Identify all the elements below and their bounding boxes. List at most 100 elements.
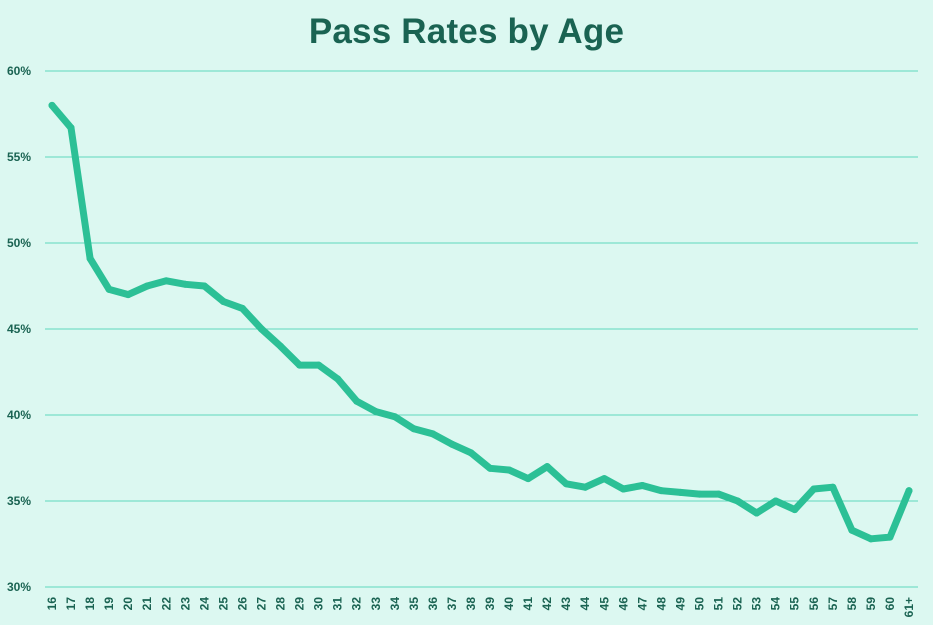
x-tick-label: 51 [712,597,726,611]
data-point [886,533,894,541]
data-point [429,430,437,438]
data-point [581,483,589,491]
data-point [86,254,94,262]
data-point [296,361,304,369]
data-point [848,526,856,534]
grid-lines [45,70,918,588]
x-tick-label: 60 [883,597,897,611]
x-tick-label: 37 [445,597,459,611]
x-tick-label: 58 [845,597,859,611]
data-point [219,297,227,305]
data-point [791,506,799,514]
x-tick-label: 42 [540,597,554,611]
data-point [315,361,323,369]
x-tick-label: 16 [45,597,59,611]
x-tick-label: 22 [159,597,173,611]
data-point [162,277,170,285]
x-tick-label: 59 [864,597,878,611]
data-point [505,466,513,474]
data-point [543,463,551,471]
data-point [448,440,456,448]
x-tick-label: 25 [216,597,230,611]
chart-title: Pass Rates by Age [308,12,625,51]
data-point [143,282,151,290]
x-tick-label: 40 [502,597,516,611]
x-axis-ticks: 16 17 18 19 20 21 22 23 24 25 26 27 28 29 30 31 32 33 34 35… [45,597,916,618]
x-tick-label: 33 [369,597,383,611]
x-tick-label: 47 [635,597,649,611]
data-point [372,408,380,416]
data-point [562,480,570,488]
data-point [105,285,113,293]
x-tick-label: 50 [693,597,707,611]
data-point [638,482,646,490]
data-point [486,464,494,472]
series-line [48,101,913,543]
data-point [715,490,723,498]
data-point [524,475,532,483]
y-tick-label: 50% [7,236,31,250]
data-point [905,487,913,495]
x-tick-label: 20 [121,597,135,611]
y-tick-label: 30% [7,580,31,594]
y-tick-label: 40% [7,408,31,422]
data-point [391,413,399,421]
x-tick-label: 38 [464,597,478,611]
x-tick-label: 34 [388,597,402,611]
x-tick-label: 28 [274,597,288,611]
data-point [619,485,627,493]
x-tick-label: 32 [350,597,364,611]
x-tick-label: 56 [807,597,821,611]
data-point [48,101,56,109]
data-point [676,488,684,496]
x-tick-label: 27 [254,597,268,611]
y-axis-ticks: 30% 35% 40% 45% 50% 55% 60% [7,64,31,594]
x-tick-label: 19 [102,597,116,611]
data-point [410,425,418,433]
x-tick-label: 45 [597,597,611,611]
y-tick-label: 60% [7,64,31,78]
data-point [257,325,265,333]
data-point [124,291,132,299]
x-tick-label: 55 [788,597,802,611]
x-tick-label: 17 [64,597,78,611]
x-tick-label: 49 [673,597,687,611]
data-point [467,449,475,457]
x-tick-label: 23 [178,597,192,611]
x-tick-label: 48 [654,597,668,611]
x-tick-label: 29 [293,597,307,611]
data-point [238,304,246,312]
x-tick-label: 57 [826,597,840,611]
x-tick-label: 53 [750,597,764,611]
y-tick-label: 45% [7,322,31,336]
x-tick-label: 61+ [902,597,916,617]
data-point [334,375,342,383]
y-tick-label: 55% [7,150,31,164]
y-tick-label: 35% [7,494,31,508]
data-point [657,487,665,495]
x-tick-label: 52 [731,597,745,611]
data-point [181,280,189,288]
x-tick-label: 21 [140,597,154,611]
data-point [200,282,208,290]
x-tick-label: 18 [83,597,97,611]
x-tick-label: 39 [483,597,497,611]
x-tick-label: 35 [407,597,421,611]
x-tick-label: 41 [521,597,535,611]
data-point [734,497,742,505]
data-point [600,475,608,483]
x-tick-label: 54 [769,597,783,611]
x-tick-label: 36 [426,597,440,611]
x-tick-label: 44 [578,597,592,611]
data-point [867,535,875,543]
series-layer [48,101,913,543]
x-tick-label: 43 [559,597,573,611]
x-tick-label: 30 [312,597,326,611]
x-tick-label: 46 [616,597,630,611]
data-point [810,485,818,493]
x-tick-label: 31 [331,597,345,611]
x-tick-label: 24 [197,597,211,611]
data-point [353,397,361,405]
